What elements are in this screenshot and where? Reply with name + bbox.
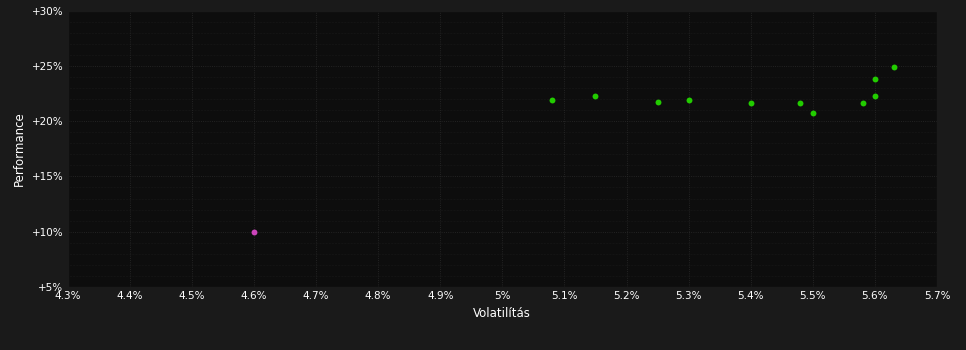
Point xyxy=(855,100,870,106)
Point xyxy=(544,97,559,103)
Point xyxy=(587,93,603,98)
Point xyxy=(805,111,820,116)
Point xyxy=(246,229,262,234)
Point xyxy=(867,76,883,82)
Point xyxy=(867,93,883,98)
Point xyxy=(793,100,809,106)
Y-axis label: Performance: Performance xyxy=(14,111,26,186)
Point xyxy=(650,99,666,105)
X-axis label: Volatilítás: Volatilítás xyxy=(473,307,531,320)
Point xyxy=(743,100,758,106)
Point xyxy=(886,64,901,70)
Point xyxy=(681,97,696,103)
